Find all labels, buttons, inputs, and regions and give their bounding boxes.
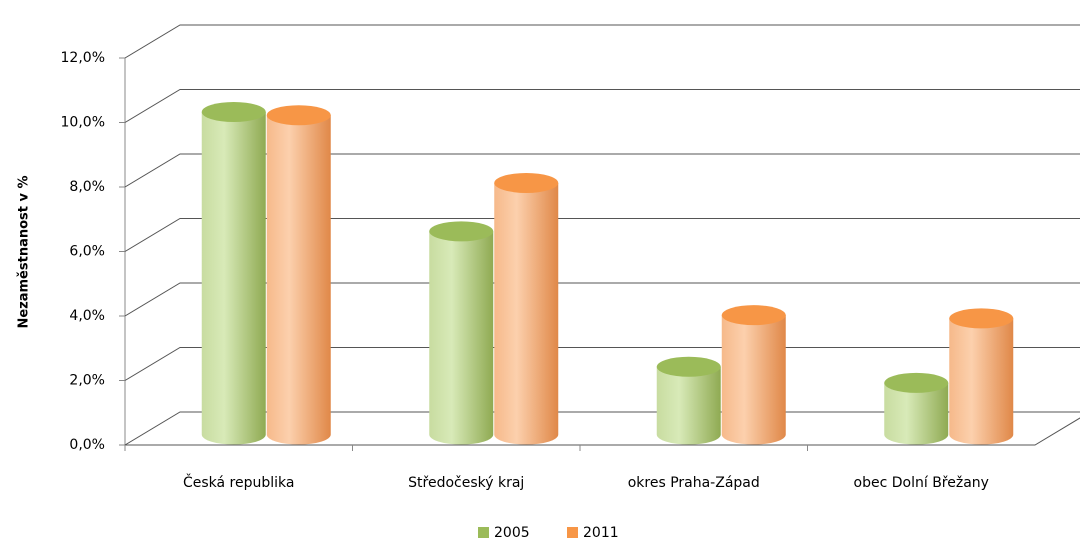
bar-top (266, 105, 331, 126)
grid-line (124, 153, 1080, 188)
bar-top (656, 356, 721, 377)
grid-line (124, 89, 1080, 123)
bar-body (656, 366, 721, 445)
bar-top (949, 308, 1014, 329)
bar-top (884, 372, 949, 393)
bar-body (429, 231, 494, 445)
bar-body (266, 115, 331, 445)
bar (266, 105, 331, 445)
bar (721, 305, 786, 445)
x-tick-label: obec Dolní Břežany (854, 475, 989, 491)
bar (949, 308, 1014, 445)
y-tick-label: 12,0% (61, 50, 105, 66)
legend-label: 2011 (583, 525, 619, 541)
bar-top (494, 172, 559, 193)
grid-line (124, 218, 1080, 252)
legend-swatch (478, 527, 489, 538)
bar-body (494, 182, 559, 445)
bar (656, 356, 721, 445)
bar-body (721, 315, 786, 445)
y-tick-label: 6,0% (69, 244, 105, 260)
legend-swatch (567, 527, 578, 538)
bar-body (949, 318, 1014, 445)
x-tick-label: okres Praha-Západ (628, 475, 760, 491)
y-tick-label: 8,0% (69, 179, 105, 195)
bar-body (201, 112, 266, 445)
floor-edge (125, 417, 1080, 446)
grid-line (124, 282, 1080, 317)
bar-top (429, 221, 494, 242)
x-tick-label: Středočeský kraj (408, 475, 524, 491)
bar (201, 102, 266, 445)
bar (429, 221, 494, 445)
y-tick-label: 4,0% (69, 308, 105, 324)
bar-top (201, 102, 266, 122)
bar (884, 372, 949, 445)
bar (494, 172, 559, 445)
y-tick-label: 2,0% (69, 373, 105, 389)
y-tick-label: 0,0% (69, 437, 105, 453)
legend-label: 2005 (494, 525, 530, 541)
bar-top (721, 305, 786, 326)
bar-body (884, 382, 949, 445)
grid-line (124, 24, 1080, 59)
x-tick-label: Česká republika (183, 473, 295, 491)
y-tick-label: 10,0% (61, 115, 105, 131)
y-axis-title: Nezaměstnanost v % (17, 175, 32, 328)
